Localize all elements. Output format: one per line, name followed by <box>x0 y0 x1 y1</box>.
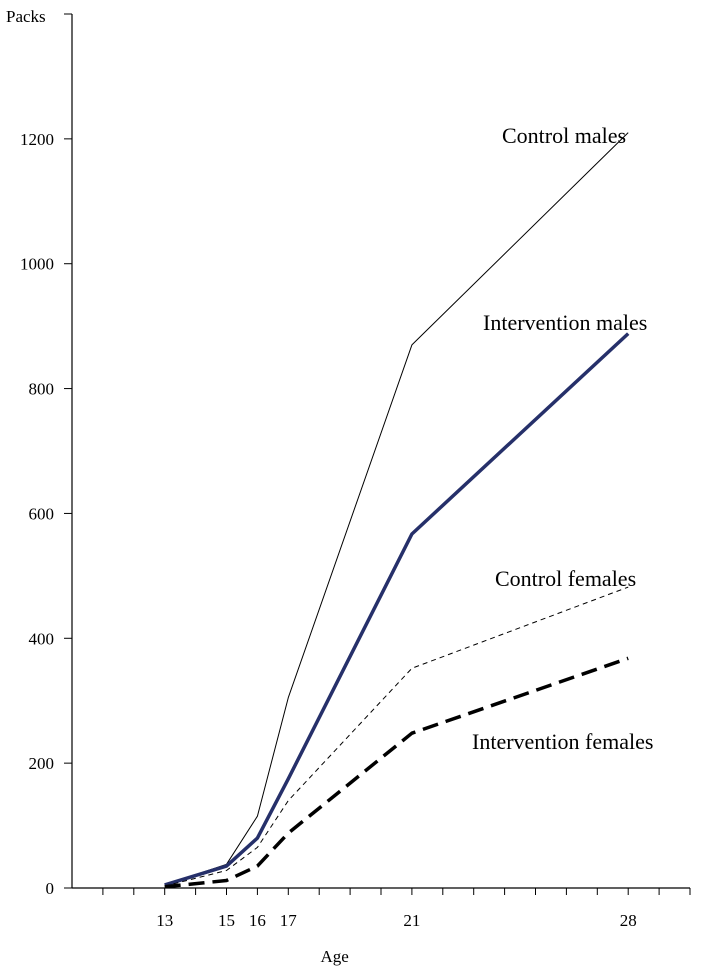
x-tick-label: 13 <box>156 911 173 930</box>
series-label-control-males: Control males <box>502 123 626 148</box>
x-tick-label: 17 <box>280 911 298 930</box>
y-tick-label: 1200 <box>20 130 54 149</box>
x-axis-ticks: 13 15 16 17 21 28 <box>102 888 691 930</box>
y-tick-label: 800 <box>29 380 55 399</box>
y-tick-label: 200 <box>29 754 55 773</box>
y-tick-label: 400 <box>29 629 55 648</box>
y-tick-label: 1000 <box>20 255 54 274</box>
x-axis-title: Age <box>320 947 348 966</box>
y-tick-label: 600 <box>29 504 55 523</box>
series-line-2 <box>164 586 629 887</box>
series-line-1 <box>164 332 630 887</box>
series-label-intervention-females: Intervention females <box>472 729 653 754</box>
series-line-0 <box>164 132 629 886</box>
series-label-control-females: Control females <box>495 566 636 591</box>
series-lines <box>164 132 630 889</box>
x-tick-label: 16 <box>249 911 266 930</box>
x-tick-label: 15 <box>218 911 235 930</box>
x-tick-label: 28 <box>620 911 637 930</box>
series-label-intervention-males: Intervention males <box>483 310 647 335</box>
x-tick-label: 21 <box>403 911 420 930</box>
y-axis-ticks: 0 200 400 600 800 1000 1200 <box>20 13 72 898</box>
y-axis-title: Packs <box>6 7 46 26</box>
series-line-3 <box>164 656 629 889</box>
series-labels: Control males Intervention males Control… <box>472 123 653 754</box>
y-tick-label: 0 <box>46 879 55 898</box>
